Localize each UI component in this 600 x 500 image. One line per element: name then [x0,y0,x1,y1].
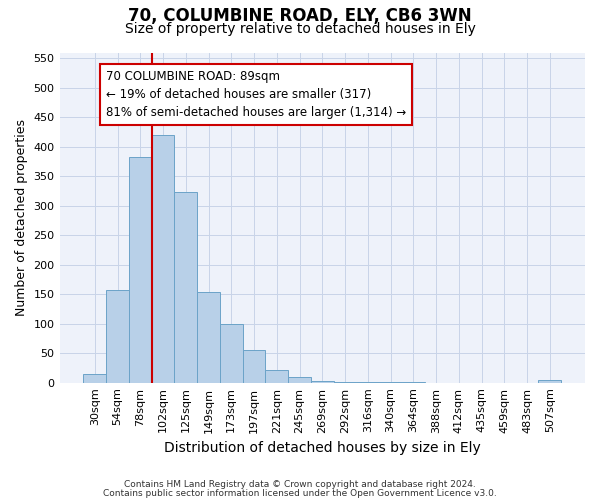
Bar [288,377,311,382]
Text: Contains public sector information licensed under the Open Government Licence v3: Contains public sector information licen… [103,488,497,498]
Y-axis label: Number of detached properties: Number of detached properties [15,119,28,316]
Bar [129,157,152,382]
Bar [83,374,106,382]
Text: 70, COLUMBINE ROAD, ELY, CB6 3WN: 70, COLUMBINE ROAD, ELY, CB6 3WN [128,8,472,26]
Bar [197,292,220,382]
X-axis label: Distribution of detached houses by size in Ely: Distribution of detached houses by size … [164,441,481,455]
Bar [106,290,129,382]
Bar [175,192,197,382]
Bar [265,370,288,382]
Bar [152,135,175,382]
Text: Size of property relative to detached houses in Ely: Size of property relative to detached ho… [125,22,475,36]
Bar [311,381,334,382]
Bar [242,350,265,382]
Bar [538,380,561,382]
Bar [220,324,242,382]
Text: Contains HM Land Registry data © Crown copyright and database right 2024.: Contains HM Land Registry data © Crown c… [124,480,476,489]
Text: 70 COLUMBINE ROAD: 89sqm
← 19% of detached houses are smaller (317)
81% of semi-: 70 COLUMBINE ROAD: 89sqm ← 19% of detach… [106,70,406,119]
